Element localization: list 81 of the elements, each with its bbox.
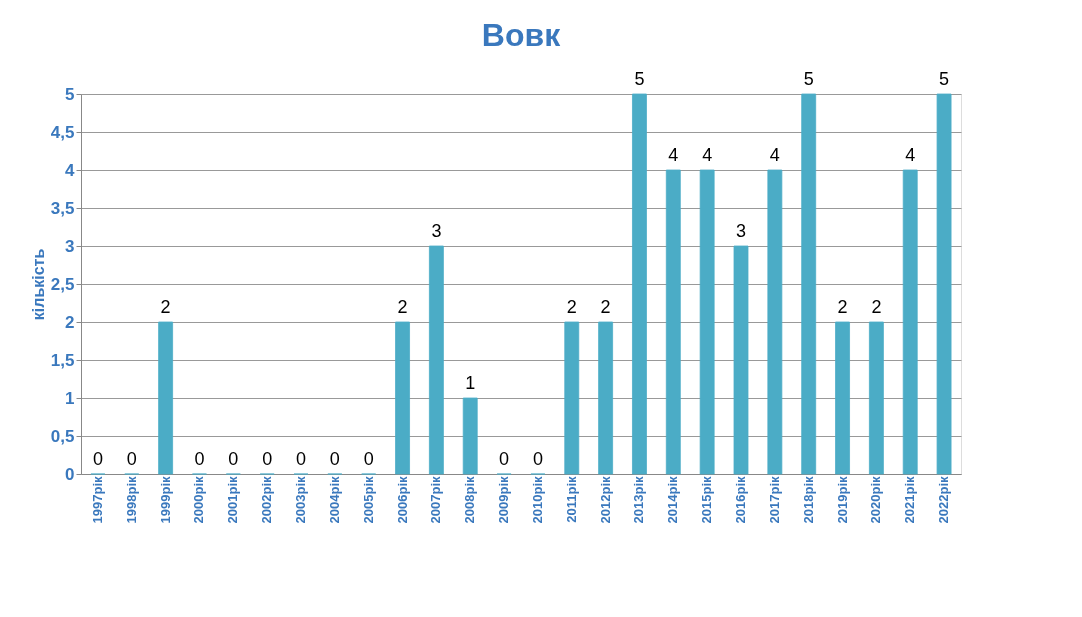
- bar: [395, 321, 410, 475]
- bar: [733, 245, 749, 475]
- data-label: 2: [160, 297, 171, 317]
- data-label: 0: [228, 449, 239, 469]
- y-tick-label: 1,5: [50, 350, 75, 370]
- data-label: 0: [295, 449, 307, 469]
- data-label: 0: [363, 449, 374, 469]
- x-tick-label: 2014рік: [665, 476, 681, 524]
- x-tick-label: 2012рік: [597, 476, 613, 524]
- data-label: 2: [600, 297, 611, 317]
- bar: [598, 321, 614, 475]
- data-label: 0: [262, 449, 273, 469]
- x-tick-label: 2003рік: [293, 476, 308, 524]
- x-tick-label: 2006рік: [394, 476, 410, 524]
- data-label: 4: [668, 145, 679, 165]
- bar: [158, 321, 174, 475]
- data-label: 4: [905, 145, 916, 165]
- data-label: 2: [871, 297, 882, 317]
- data-label: 0: [92, 449, 103, 469]
- data-label: 5: [939, 69, 950, 89]
- bar: [902, 169, 918, 475]
- y-tick-label: 5: [65, 84, 75, 104]
- data-label: 1: [465, 373, 476, 393]
- data-label: 5: [803, 69, 814, 89]
- x-tick-label: 2010рік: [529, 476, 545, 524]
- x-tick-label: 1997рік: [89, 476, 105, 524]
- x-tick-label: 2011рік: [563, 476, 579, 523]
- data-label: 0: [499, 449, 510, 469]
- x-tick-label: 2016рік: [733, 476, 748, 524]
- data-label: 3: [431, 221, 442, 241]
- bar: [665, 169, 681, 475]
- x-tick-label: 2008рік: [462, 476, 478, 524]
- data-label: 0: [126, 449, 137, 469]
- y-tick-label: 3,5: [50, 198, 75, 218]
- bar: [462, 397, 478, 475]
- x-tick-label: 2005рік: [360, 476, 376, 524]
- x-tick-label: 2017рік: [766, 476, 782, 524]
- data-label: 0: [194, 449, 205, 469]
- y-tick-label: 4,5: [50, 122, 75, 142]
- y-tick-label: 4: [65, 160, 76, 180]
- x-tick-label: 2021рік: [902, 476, 918, 524]
- data-label: 0: [329, 449, 340, 469]
- y-tick-label: 3: [65, 236, 75, 256]
- x-tick-label: 2013рік: [631, 476, 647, 524]
- data-label: 2: [566, 297, 577, 317]
- x-tick-label: 2020рік: [868, 476, 884, 524]
- y-tick-label: 1: [65, 388, 75, 408]
- x-tick-label: 2019рік: [834, 476, 850, 524]
- bar: [428, 245, 444, 475]
- data-label: 5: [634, 69, 645, 89]
- bar: [835, 321, 850, 475]
- bar: [564, 321, 580, 475]
- data-label: 0: [532, 449, 543, 469]
- data-label: 2: [837, 297, 848, 317]
- x-tick-label: 2007рік: [428, 476, 444, 524]
- x-tick-label: 2001рік: [225, 476, 241, 524]
- x-tick-label: 2015рік: [699, 476, 715, 524]
- y-tick-label: 2,5: [50, 274, 75, 294]
- x-tick-label: 2009рік: [496, 476, 512, 524]
- bar: [767, 169, 783, 475]
- y-tick-label: 0: [65, 464, 75, 484]
- data-label: 2: [397, 297, 408, 317]
- bar: [936, 93, 952, 475]
- y-axis-title: кількість: [29, 248, 47, 321]
- x-tick-label: 1999рік: [157, 476, 173, 524]
- data-label: 4: [702, 145, 713, 165]
- x-tick-label: 1998рік: [123, 476, 139, 524]
- y-tick-label: 2: [65, 312, 75, 332]
- chart-title: Вовк: [481, 17, 562, 53]
- data-label: 3: [735, 221, 747, 241]
- bar: [699, 169, 715, 475]
- x-tick-label: 2004рік: [326, 476, 342, 524]
- x-tick-label: 2000рік: [191, 476, 207, 524]
- bar: [632, 93, 647, 475]
- x-tick-label: 2022рік: [936, 476, 952, 524]
- bar: [801, 93, 817, 475]
- y-tick-label: 0,5: [50, 426, 75, 446]
- bar: [868, 321, 884, 475]
- x-tick-label: 2002рік: [259, 476, 275, 524]
- data-label: 4: [769, 145, 780, 165]
- x-tick-label: 2018рік: [800, 476, 816, 524]
